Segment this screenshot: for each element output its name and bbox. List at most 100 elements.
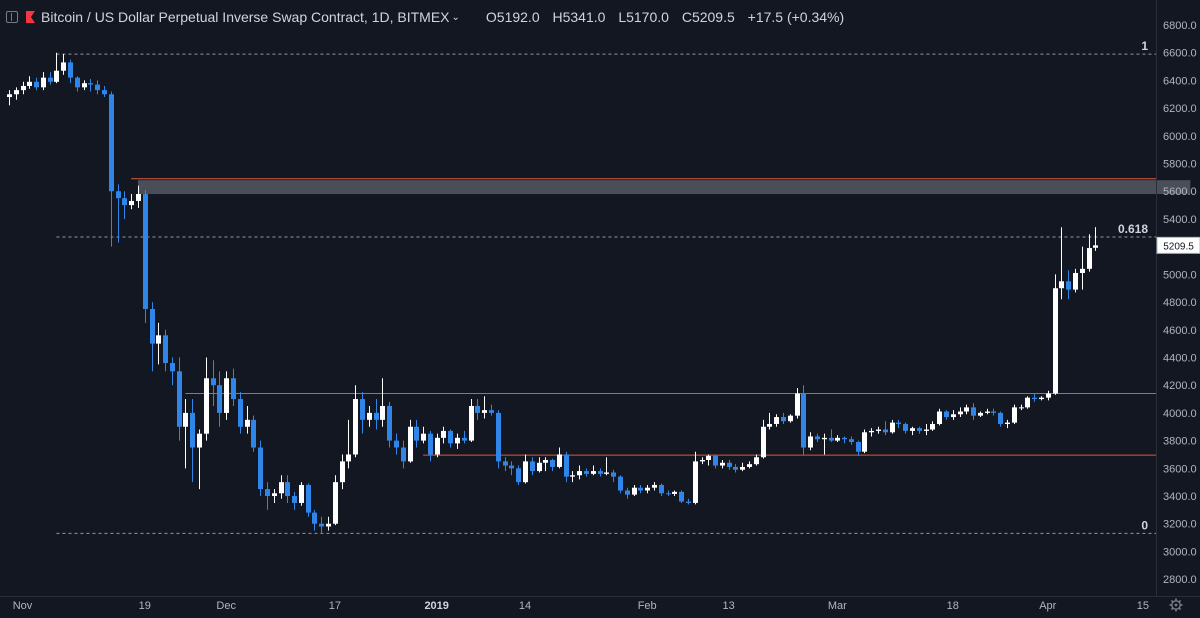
candle[interactable] — [1039, 396, 1044, 401]
candle[interactable] — [835, 435, 840, 442]
candle[interactable] — [652, 482, 657, 491]
candle[interactable] — [985, 408, 990, 415]
candle[interactable] — [543, 457, 548, 472]
candle[interactable] — [109, 91, 114, 247]
candle[interactable] — [122, 191, 127, 219]
candle[interactable] — [842, 436, 847, 444]
candle[interactable] — [61, 54, 66, 75]
candle[interactable] — [666, 490, 671, 497]
candle[interactable] — [95, 80, 100, 95]
candle[interactable] — [815, 433, 820, 442]
candle[interactable] — [1046, 390, 1051, 401]
candle[interactable] — [217, 371, 222, 427]
candle[interactable] — [910, 426, 915, 436]
candle[interactable] — [1087, 234, 1092, 272]
candle[interactable] — [211, 360, 216, 406]
candle[interactable] — [564, 451, 569, 483]
candle[interactable] — [890, 419, 895, 434]
candle[interactable] — [509, 461, 514, 476]
candle[interactable] — [503, 457, 508, 472]
candle[interactable] — [21, 81, 26, 95]
candle[interactable] — [245, 405, 250, 434]
candle[interactable] — [978, 411, 983, 418]
candle[interactable] — [1066, 270, 1071, 300]
candle[interactable] — [374, 399, 379, 430]
candle[interactable] — [876, 426, 881, 434]
candle[interactable] — [469, 399, 474, 442]
candle[interactable] — [693, 451, 698, 505]
candle[interactable] — [883, 421, 888, 436]
candle[interactable] — [489, 404, 494, 416]
candle[interactable] — [550, 458, 555, 472]
candle[interactable] — [68, 59, 73, 84]
candle[interactable] — [408, 419, 413, 463]
candle[interactable] — [577, 465, 582, 480]
candle[interactable] — [516, 465, 521, 485]
candle[interactable] — [672, 490, 677, 497]
candle[interactable] — [367, 405, 372, 427]
candle[interactable] — [740, 462, 745, 472]
candle[interactable] — [761, 419, 766, 459]
candle[interactable] — [435, 433, 440, 458]
candle[interactable] — [75, 76, 80, 92]
candle[interactable] — [306, 483, 311, 517]
candle[interactable] — [204, 357, 209, 441]
candle[interactable] — [896, 419, 901, 429]
candle[interactable] — [808, 432, 813, 451]
candle[interactable] — [747, 461, 752, 469]
candle[interactable] — [1012, 404, 1017, 424]
candle[interactable] — [801, 385, 806, 455]
candle[interactable] — [645, 484, 650, 494]
candle[interactable] — [170, 357, 175, 386]
candle[interactable] — [333, 475, 338, 526]
candle[interactable] — [537, 457, 542, 473]
candle[interactable] — [88, 79, 93, 92]
candle[interactable] — [475, 399, 480, 420]
candle[interactable] — [387, 401, 392, 448]
candle[interactable] — [733, 464, 738, 473]
settings-gear-icon[interactable] — [1169, 598, 1183, 612]
candle[interactable] — [143, 189, 148, 323]
candle[interactable] — [299, 482, 304, 506]
candle[interactable] — [224, 371, 229, 420]
candle[interactable] — [14, 87, 19, 100]
candle[interactable] — [272, 489, 277, 503]
candle[interactable] — [41, 72, 46, 91]
candle[interactable] — [618, 475, 623, 494]
candle[interactable] — [937, 408, 942, 426]
candle[interactable] — [795, 387, 800, 419]
candle[interactable] — [964, 404, 969, 415]
candle[interactable] — [1032, 393, 1037, 402]
candle[interactable] — [598, 468, 603, 477]
candle[interactable] — [326, 516, 331, 531]
candle[interactable] — [1025, 396, 1030, 409]
candle[interactable] — [1019, 404, 1024, 411]
candle[interactable] — [570, 471, 575, 483]
candle[interactable] — [428, 430, 433, 462]
candle[interactable] — [319, 516, 324, 534]
candle[interactable] — [496, 410, 501, 469]
candle[interactable] — [441, 426, 446, 444]
candle[interactable] — [727, 460, 732, 470]
candle[interactable] — [781, 412, 786, 424]
candle[interactable] — [279, 475, 284, 499]
candle[interactable] — [251, 415, 256, 452]
candle[interactable] — [754, 454, 759, 466]
candle[interactable] — [292, 491, 297, 510]
candle[interactable] — [679, 490, 684, 503]
candle[interactable] — [720, 460, 725, 469]
candle[interactable] — [1093, 227, 1098, 251]
candle[interactable] — [1073, 268, 1078, 293]
candle[interactable] — [991, 408, 996, 416]
candle[interactable] — [638, 484, 643, 494]
candle[interactable] — [380, 378, 385, 427]
candle[interactable] — [360, 392, 365, 434]
candle[interactable] — [401, 440, 406, 469]
drag-handle-icon[interactable] — [6, 11, 18, 23]
candle[interactable] — [150, 302, 155, 372]
candle[interactable] — [788, 414, 793, 423]
candle[interactable] — [557, 447, 562, 469]
candle[interactable] — [82, 80, 87, 91]
candle[interactable] — [183, 399, 188, 469]
